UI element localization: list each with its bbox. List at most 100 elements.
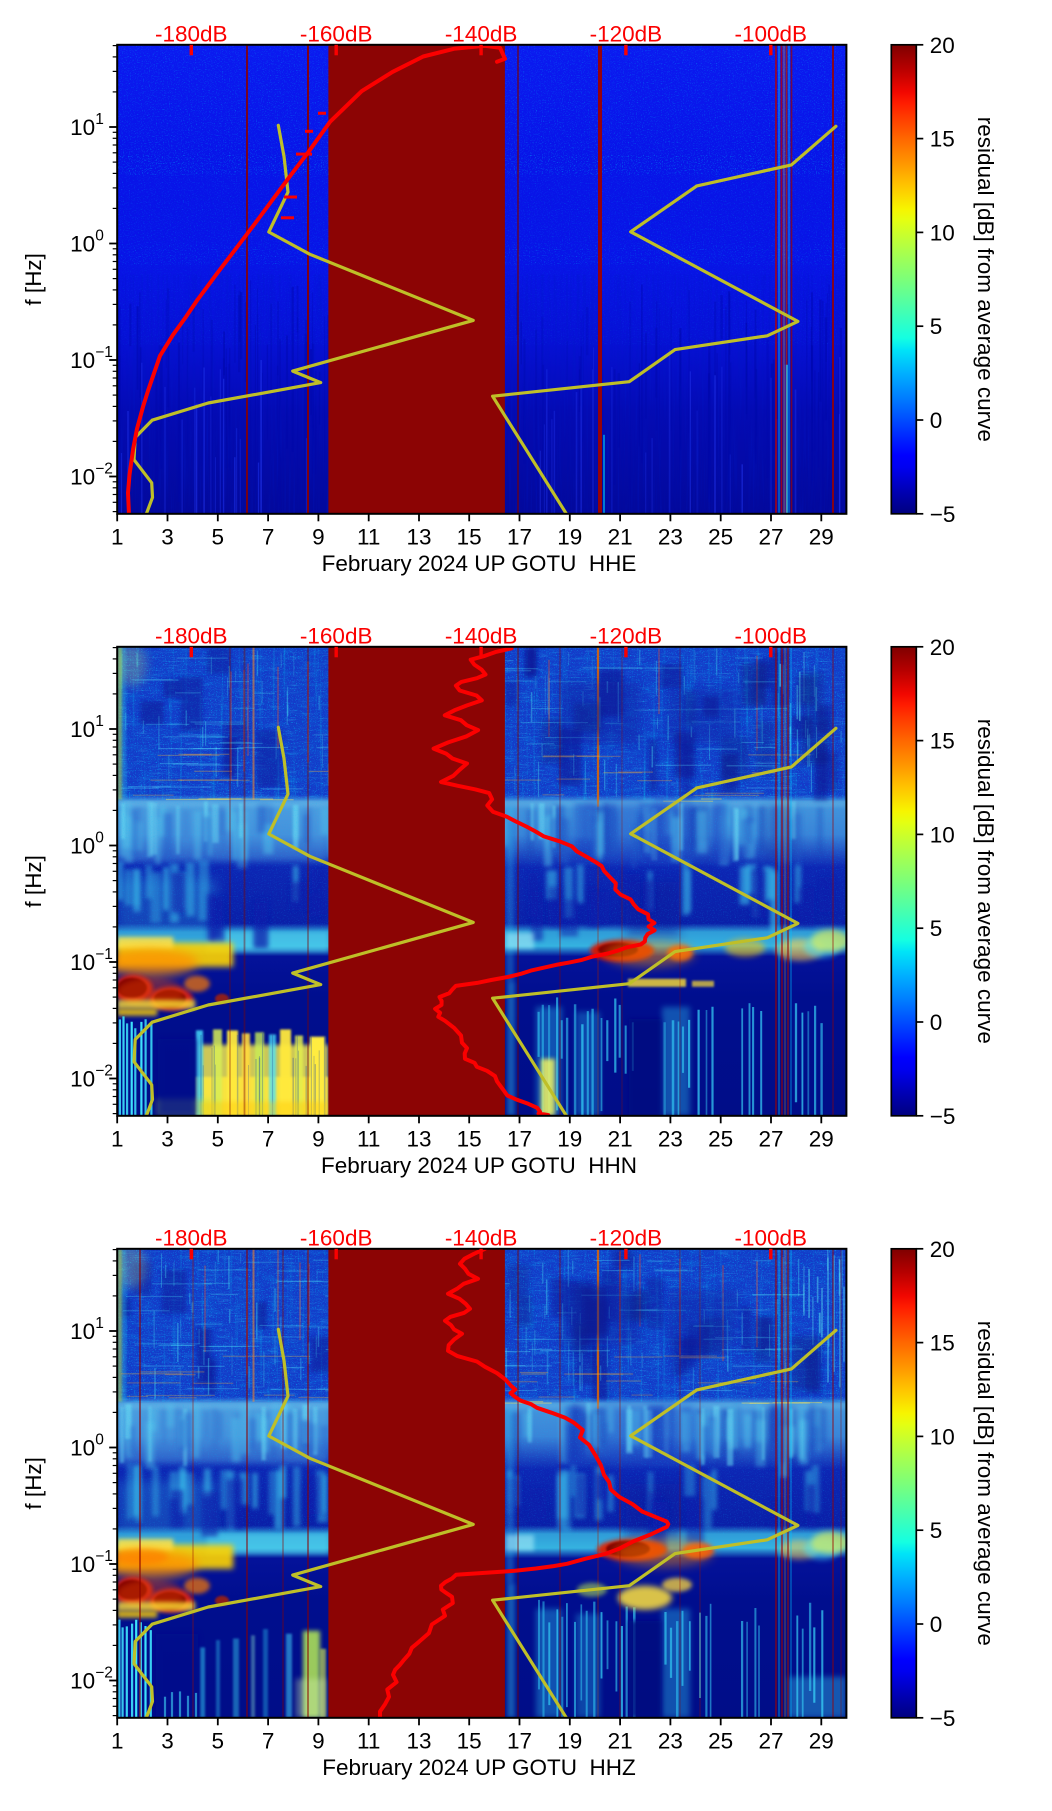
svg-text:21: 21: [608, 1728, 633, 1753]
svg-text:10: 10: [70, 950, 95, 975]
svg-text:3: 3: [161, 1126, 174, 1151]
svg-text:23: 23: [658, 524, 683, 549]
svg-text:15: 15: [457, 1126, 482, 1151]
svg-text:−5: −5: [930, 1706, 956, 1731]
svg-text:-140dB: -140dB: [445, 21, 518, 46]
svg-text:-120dB: -120dB: [590, 1225, 663, 1250]
svg-text:23: 23: [658, 1126, 683, 1151]
svg-text:10: 10: [70, 1067, 95, 1092]
svg-text:February 2024 UP GOTU HHE: February 2024 UP GOTU HHE: [322, 551, 637, 576]
svg-text:-160dB: -160dB: [300, 21, 373, 46]
svg-text:1: 1: [111, 524, 124, 549]
svg-text:0: 0: [95, 830, 104, 847]
svg-text:−1: −1: [95, 946, 113, 963]
svg-text:15: 15: [930, 729, 955, 754]
svg-text:10: 10: [70, 232, 95, 257]
svg-text:29: 29: [809, 524, 834, 549]
svg-text:25: 25: [708, 1126, 733, 1151]
svg-text:11: 11: [357, 524, 380, 549]
svg-text:10: 10: [930, 220, 955, 245]
svg-text:February 2024 UP GOTU HHN: February 2024 UP GOTU HHN: [321, 1153, 637, 1178]
svg-text:20: 20: [930, 33, 955, 58]
svg-text:f [Hz]: f [Hz]: [21, 253, 46, 306]
svg-text:−5: −5: [930, 502, 956, 527]
svg-text:10: 10: [70, 1436, 95, 1461]
svg-text:-180dB: -180dB: [155, 1225, 228, 1250]
svg-text:3: 3: [161, 524, 174, 549]
svg-text:5: 5: [212, 1728, 225, 1753]
svg-text:21: 21: [608, 1126, 633, 1151]
svg-text:1: 1: [95, 1315, 104, 1332]
svg-text:-180dB: -180dB: [155, 623, 228, 648]
svg-text:10: 10: [930, 1424, 955, 1449]
svg-text:27: 27: [758, 524, 783, 549]
svg-text:15: 15: [930, 127, 955, 152]
svg-text:13: 13: [406, 524, 431, 549]
svg-text:f [Hz]: f [Hz]: [21, 855, 46, 908]
svg-text:17: 17: [507, 1126, 532, 1151]
svg-text:9: 9: [312, 524, 325, 549]
svg-text:10: 10: [70, 1552, 95, 1577]
svg-text:−2: −2: [95, 1063, 113, 1080]
svg-text:−2: −2: [95, 1665, 113, 1682]
svg-text:13: 13: [406, 1126, 431, 1151]
svg-text:9: 9: [312, 1728, 325, 1753]
svg-text:5: 5: [930, 314, 943, 339]
svg-text:19: 19: [557, 1126, 582, 1151]
svg-text:1: 1: [95, 111, 104, 128]
svg-text:-140dB: -140dB: [445, 623, 518, 648]
svg-text:-180dB: -180dB: [155, 21, 228, 46]
svg-text:-120dB: -120dB: [590, 21, 663, 46]
svg-text:25: 25: [708, 524, 733, 549]
svg-text:-140dB: -140dB: [445, 1225, 518, 1250]
svg-text:11: 11: [357, 1126, 380, 1151]
svg-text:19: 19: [557, 1728, 582, 1753]
svg-text:-120dB: -120dB: [590, 623, 663, 648]
svg-text:1: 1: [111, 1126, 124, 1151]
svg-text:5: 5: [930, 1518, 943, 1543]
svg-text:17: 17: [507, 1728, 532, 1753]
svg-text:1: 1: [111, 1728, 124, 1753]
svg-text:residual [dB] from average cur: residual [dB] from average curve: [973, 117, 998, 442]
svg-text:15: 15: [457, 1728, 482, 1753]
svg-text:0: 0: [95, 228, 104, 245]
svg-text:15: 15: [457, 524, 482, 549]
svg-text:23: 23: [658, 1728, 683, 1753]
svg-text:29: 29: [809, 1728, 834, 1753]
svg-text:27: 27: [758, 1728, 783, 1753]
svg-text:9: 9: [312, 1126, 325, 1151]
svg-text:7: 7: [262, 1126, 275, 1151]
svg-text:29: 29: [809, 1126, 834, 1151]
svg-text:residual [dB] from average cur: residual [dB] from average curve: [973, 1321, 998, 1646]
svg-text:5: 5: [212, 524, 225, 549]
svg-text:10: 10: [70, 465, 95, 490]
svg-text:1: 1: [95, 713, 104, 730]
svg-text:-100dB: -100dB: [735, 21, 808, 46]
svg-text:10: 10: [70, 115, 95, 140]
svg-text:−1: −1: [95, 1548, 113, 1565]
svg-text:-160dB: -160dB: [300, 1225, 373, 1250]
svg-text:21: 21: [608, 524, 633, 549]
svg-text:27: 27: [758, 1126, 783, 1151]
svg-text:0: 0: [930, 1612, 943, 1637]
svg-text:0: 0: [95, 1432, 104, 1449]
svg-text:5: 5: [930, 916, 943, 941]
svg-text:7: 7: [262, 1728, 275, 1753]
svg-text:25: 25: [708, 1728, 733, 1753]
svg-text:February 2024 UP GOTU HHZ: February 2024 UP GOTU HHZ: [322, 1755, 636, 1780]
svg-text:15: 15: [930, 1331, 955, 1356]
svg-text:-160dB: -160dB: [300, 623, 373, 648]
svg-text:10: 10: [70, 1319, 95, 1344]
svg-text:−2: −2: [95, 461, 113, 478]
svg-text:10: 10: [70, 717, 95, 742]
svg-text:17: 17: [507, 524, 532, 549]
svg-text:10: 10: [70, 1669, 95, 1694]
svg-text:0: 0: [930, 1010, 943, 1035]
svg-text:-100dB: -100dB: [735, 1225, 808, 1250]
svg-text:residual [dB] from average cur: residual [dB] from average curve: [973, 719, 998, 1044]
svg-text:10: 10: [930, 822, 955, 847]
svg-text:3: 3: [161, 1728, 174, 1753]
svg-text:11: 11: [357, 1728, 380, 1753]
svg-text:20: 20: [930, 635, 955, 660]
svg-text:−1: −1: [95, 344, 113, 361]
